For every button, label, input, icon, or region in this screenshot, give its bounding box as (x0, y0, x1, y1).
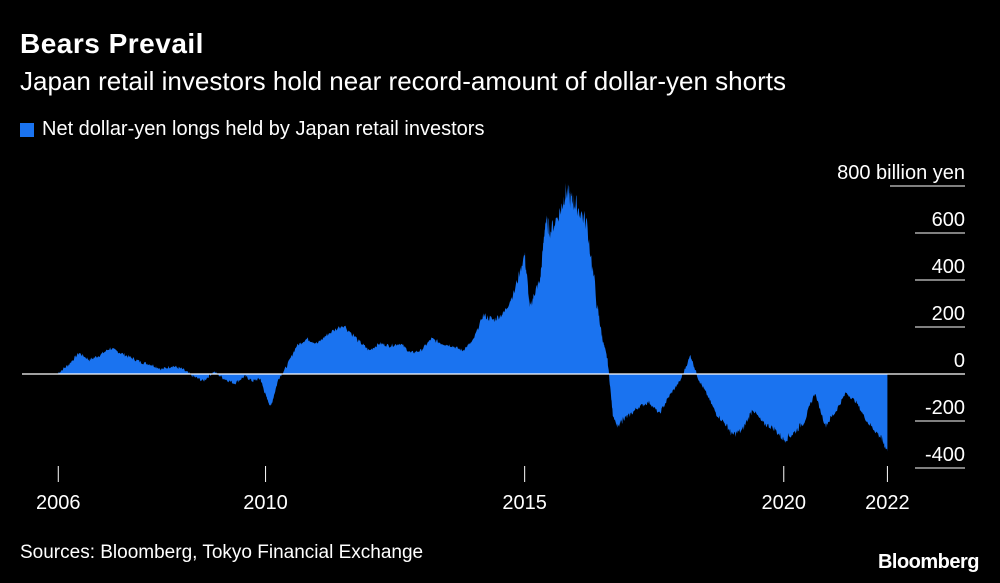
chart-subtitle: Japan retail investors hold near record-… (20, 66, 786, 96)
x-tick-label: 2010 (243, 492, 288, 514)
chart-title: Bears Prevail (20, 28, 204, 59)
x-tick-label: 2015 (502, 492, 547, 514)
y-tick-label: -200 (925, 397, 965, 419)
gridlines (890, 185, 965, 469)
legend-label: Net dollar-yen longs held by Japan retai… (42, 118, 485, 140)
y-tick-label: -400 (925, 444, 965, 466)
x-tick-label: 2020 (762, 492, 807, 514)
y-tick-label: 0 (954, 350, 965, 372)
x-tick-label: 2022 (865, 492, 910, 514)
brand-logo: Bloomberg (877, 551, 980, 573)
y-tick-label: 600 (932, 209, 965, 231)
y-tick-label: 800 billion yen (837, 162, 965, 184)
legend: Net dollar-yen longs held by Japan retai… (20, 118, 484, 141)
y-tick-label: 400 (932, 256, 965, 278)
series-area-path (58, 183, 888, 452)
legend-swatch (20, 122, 34, 137)
source-note: Sources: Bloomberg, Tokyo Financial Exch… (20, 542, 424, 563)
axes: -400 -200 0 200 400 600 800 billion yen 2006 201… (22, 162, 965, 514)
x-tick-label: 2006 (36, 492, 81, 514)
series-area (58, 183, 888, 452)
y-tick-label: 200 (932, 303, 965, 325)
